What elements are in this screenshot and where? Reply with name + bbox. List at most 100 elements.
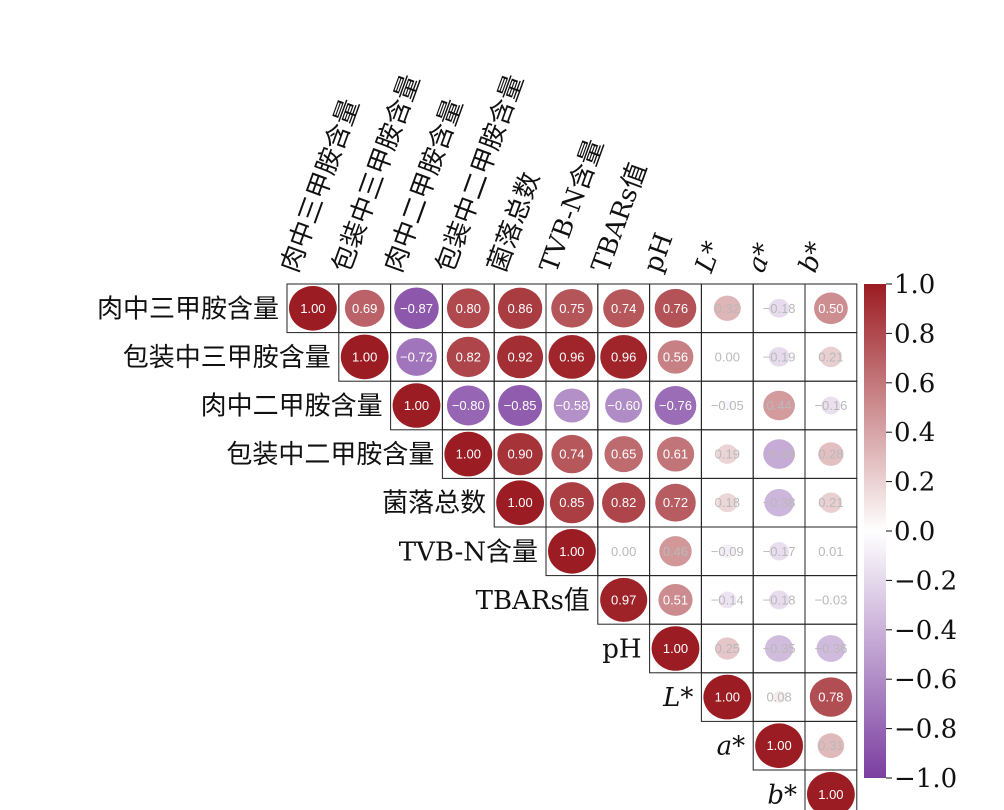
correlation-ellipse bbox=[763, 439, 795, 469]
cell-value-label: −0.19 bbox=[763, 349, 796, 364]
correlation-ellipse bbox=[816, 635, 846, 662]
column-label: L* bbox=[689, 238, 728, 278]
cell-value-label: −0.60 bbox=[607, 398, 640, 413]
cell-value-label: −0.38 bbox=[763, 495, 796, 510]
column-label: a* bbox=[742, 239, 780, 276]
colorbar-tick-label: 0.6 bbox=[894, 369, 935, 399]
cell-value-label: 0.18 bbox=[715, 495, 740, 510]
cell-value-label: 0.90 bbox=[507, 447, 532, 462]
cell-value-label: −0.44 bbox=[763, 447, 796, 462]
colorbar-gradient bbox=[864, 284, 886, 778]
cell-value-label: 0.28 bbox=[818, 447, 843, 462]
correlation-ellipse bbox=[396, 337, 437, 376]
column-label: b* bbox=[793, 238, 831, 276]
correlation-ellipse bbox=[603, 289, 645, 328]
correlation-ellipse bbox=[498, 384, 543, 427]
cell-value-label: 0.78 bbox=[818, 690, 843, 705]
colorbar-tick-label: 0.8 bbox=[894, 319, 935, 349]
cell-value-label: 0.69 bbox=[352, 301, 377, 316]
correlation-ellipse bbox=[657, 340, 694, 374]
correlation-ellipse bbox=[656, 436, 695, 472]
cell-value-label: 1.00 bbox=[300, 301, 325, 316]
correlation-ellipse bbox=[817, 733, 845, 759]
cell-value-label: 1.00 bbox=[818, 787, 843, 802]
cell-value-label: 1.00 bbox=[559, 544, 584, 559]
cell-value-label: 0.44 bbox=[766, 398, 791, 413]
correlation-ellipse bbox=[764, 635, 794, 662]
correlation-ellipse bbox=[602, 482, 646, 523]
colorbar-tick-label: 0.2 bbox=[894, 468, 935, 498]
cell-value-label: 1.00 bbox=[663, 641, 688, 656]
correlation-ellipse bbox=[768, 590, 790, 610]
row-label: 菌落总数 bbox=[382, 489, 486, 519]
correlation-ellipse bbox=[769, 542, 789, 561]
cell-value-label: 0.00 bbox=[715, 349, 740, 364]
correlation-ellipse bbox=[446, 336, 490, 378]
correlation-ellipse bbox=[496, 480, 544, 525]
colorbar-tick-label: −1.0 bbox=[894, 764, 957, 794]
cell-value-label: 0.21 bbox=[818, 349, 843, 364]
correlation-ellipse bbox=[654, 386, 697, 425]
correlation-ellipse bbox=[703, 674, 752, 720]
correlation-ellipse bbox=[446, 288, 490, 329]
row-label: a* bbox=[717, 732, 746, 762]
cell-value-label: 0.86 bbox=[507, 301, 532, 316]
correlation-ellipse bbox=[551, 434, 593, 474]
cell-value-label: −0.87 bbox=[400, 301, 433, 316]
colorbar-tick-label: −0.4 bbox=[894, 616, 957, 646]
correlation-ellipse bbox=[444, 431, 493, 477]
row-label: b* bbox=[767, 780, 797, 810]
cell-value-label: 0.74 bbox=[559, 447, 584, 462]
cell-value-label: −0.85 bbox=[504, 398, 537, 413]
correlation-ellipse bbox=[548, 335, 596, 379]
colorbar: 1.0 0.8 0.6 0.4 0.2 0.0 −0.2 −0.4 −0.6 −0.8 −1.0 bbox=[864, 270, 957, 794]
correlation-ellipse bbox=[497, 287, 543, 329]
correlation-ellipse bbox=[659, 536, 692, 567]
correlation-ellipse bbox=[755, 723, 803, 768]
correlation-ellipse bbox=[549, 482, 594, 524]
cell-value-label: 0.72 bbox=[663, 495, 688, 510]
correlation-ellipse bbox=[763, 390, 795, 421]
cell-value-label: 0.85 bbox=[559, 495, 584, 510]
cell-value-label: 0.75 bbox=[559, 301, 584, 316]
row-label: 包装中三甲胺含量 bbox=[123, 343, 331, 373]
correlation-ellipse bbox=[721, 400, 733, 411]
row-label: L* bbox=[662, 683, 693, 713]
cell-value-label: 1.00 bbox=[766, 738, 791, 753]
row-label: TVB-N含量 bbox=[399, 537, 538, 567]
cell-value-label: 0.00 bbox=[611, 544, 636, 559]
cell-value-label: 0.82 bbox=[611, 495, 636, 510]
colorbar-tick-label: −0.6 bbox=[894, 665, 957, 695]
correlation-ellipse bbox=[344, 289, 385, 327]
correlation-ellipse bbox=[715, 637, 740, 660]
correlation-ellipse bbox=[818, 442, 844, 466]
cell-value-label: 0.50 bbox=[818, 301, 843, 316]
correlation-ellipse bbox=[821, 396, 841, 415]
row-label: 肉中三甲胺含量 bbox=[97, 294, 279, 324]
correlation-ellipse bbox=[814, 292, 848, 325]
correlation-ellipse bbox=[394, 287, 439, 330]
cell-value-label: 0.76 bbox=[663, 301, 688, 316]
correlation-ellipse bbox=[651, 626, 700, 671]
correlation-ellipse bbox=[768, 347, 790, 367]
correlation-ellipse bbox=[655, 483, 696, 522]
row-label: TBARs值 bbox=[476, 586, 590, 616]
cell-value-label: −0.18 bbox=[763, 301, 796, 316]
correlation-ellipse bbox=[497, 335, 544, 379]
correlation-ellipse bbox=[654, 288, 697, 328]
correlation-ellipse bbox=[713, 295, 741, 321]
cell-value-label: 0.61 bbox=[663, 447, 688, 462]
cell-value-label: 1.00 bbox=[404, 398, 429, 413]
correlation-ellipse bbox=[340, 334, 389, 380]
row-label: 肉中二甲胺含量 bbox=[201, 392, 383, 422]
cell-value-label: 0.08 bbox=[766, 690, 791, 705]
colorbar-tick-label: 0.4 bbox=[894, 418, 935, 448]
cell-value-label: 0.56 bbox=[663, 349, 688, 364]
column-labels: 肉中三甲胺含量包装中三甲胺含量肉中二甲胺含量包装中二甲胺含量菌落总数TVB-N含… bbox=[275, 71, 831, 278]
cell-value-label: 1.00 bbox=[352, 349, 377, 364]
cell-value-label: 0.97 bbox=[611, 592, 636, 607]
heatmap-grid: 1.00 0.69 −0.87 0.80 0.86 0.75 0.74 0.76 0.32 −0.… bbox=[286, 283, 858, 810]
cell-value-label: −0.58 bbox=[555, 398, 588, 413]
